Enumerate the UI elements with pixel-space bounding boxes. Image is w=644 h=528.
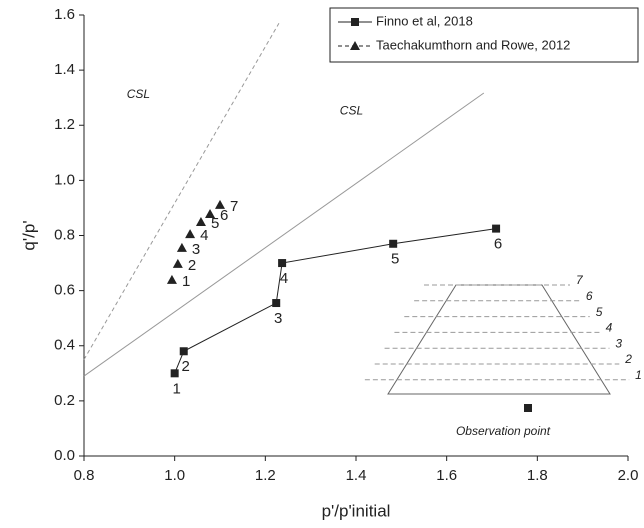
marker	[179, 347, 188, 356]
reference-label: CSL	[340, 104, 363, 118]
inset-level-label: 5	[596, 305, 603, 319]
marker	[215, 199, 225, 209]
legend: Finno et al, 2018 Taechakumthorn and Rowe…	[329, 7, 639, 63]
inset-level-label: 4	[606, 321, 613, 335]
y-tick-label: 1.4	[54, 61, 75, 78]
marker	[350, 41, 360, 50]
point-label: 7	[230, 198, 238, 215]
point-label: 1	[182, 273, 190, 290]
point-label: 5	[391, 251, 399, 268]
reference-label: CSL	[127, 87, 150, 101]
point-label: 2	[188, 257, 196, 274]
y-tick-label: 0.4	[54, 337, 75, 354]
x-tick-label: 1.8	[527, 467, 548, 484]
marker	[166, 274, 177, 284]
point-label: 5	[211, 215, 219, 232]
marker	[172, 258, 183, 268]
y-tick-label: 1.0	[54, 171, 75, 188]
point-label: 3	[192, 241, 200, 258]
marker	[205, 209, 216, 219]
point-label: 2	[182, 358, 190, 375]
y-tick-label: 0.8	[54, 226, 75, 243]
inset-caption: Observation point	[456, 424, 551, 438]
reference-line	[83, 92, 485, 377]
x-tick-label: 2.0	[618, 467, 639, 484]
y-axis-title: q'/p'	[19, 220, 38, 250]
x-tick-label: 1.0	[164, 467, 185, 484]
marker	[278, 259, 287, 268]
inset-trapezoid	[387, 284, 611, 395]
legend-label: Finno et al, 2018	[376, 13, 473, 28]
x-tick-label: 1.6	[436, 467, 457, 484]
marker	[492, 224, 501, 233]
x-tick-label: 0.8	[74, 467, 95, 484]
reference-line	[83, 23, 280, 360]
marker	[195, 216, 206, 226]
point-label: 6	[494, 236, 502, 253]
point-label: 4	[280, 270, 288, 287]
y-tick-label: 0.2	[54, 392, 75, 409]
point-label: 1	[172, 380, 180, 397]
inset-level-label: 7	[576, 273, 584, 287]
marker	[176, 242, 187, 252]
marker	[272, 299, 281, 308]
inset-level-label: 6	[586, 289, 593, 303]
marker	[170, 369, 179, 378]
point-label: 6	[220, 207, 228, 224]
y-tick-label: 1.2	[54, 116, 75, 133]
inset-level-label: 2	[624, 352, 632, 366]
point-label: 3	[274, 310, 282, 327]
x-tick-label: 1.4	[346, 467, 367, 484]
y-tick-label: 1.6	[54, 6, 75, 23]
x-tick-label: 1.2	[255, 467, 276, 484]
inset-level-label: 1	[635, 368, 642, 382]
inset-level-label: 3	[615, 336, 622, 350]
x-axis-title: p'/p'initial	[322, 501, 391, 520]
y-tick-label: 0.0	[54, 447, 75, 464]
point-label: 4	[200, 227, 208, 244]
marker	[351, 18, 359, 26]
marker	[389, 239, 398, 248]
y-tick-label: 0.6	[54, 282, 75, 299]
marker	[185, 229, 196, 239]
legend-box	[329, 7, 639, 63]
observation-point	[524, 404, 532, 412]
legend-label: Taechakumthorn and Rowe, 2012	[376, 37, 570, 52]
